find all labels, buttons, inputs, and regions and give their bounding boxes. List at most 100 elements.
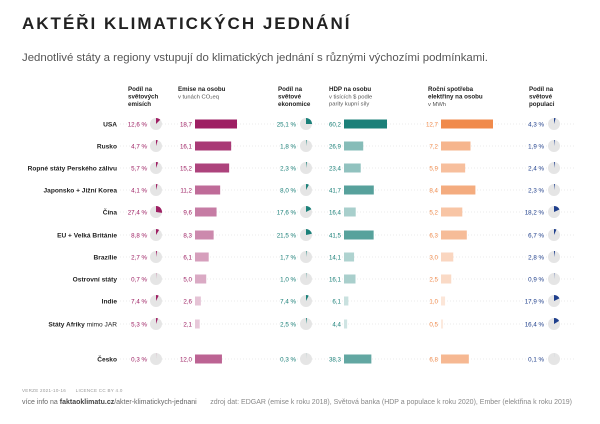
- bar-emissions_pc: [195, 207, 217, 217]
- more-info-site-link[interactable]: faktaoklimatu.cz: [59, 399, 115, 406]
- pie-slice-economy_share: [306, 118, 313, 125]
- value-label-economy_share: 1,8 %: [280, 143, 296, 150]
- row-label-name: Rusko: [97, 144, 117, 151]
- bar-gdp_pc: [344, 119, 387, 129]
- value-label-emissions_pc: 2,6: [183, 298, 192, 305]
- bar-electricity_pc: [441, 230, 467, 240]
- row-label-name: Ropné státy Perského zálivu: [28, 166, 117, 173]
- pie-slice-economy_share: [306, 228, 312, 235]
- value-label-gdp_pc: 41,5: [329, 232, 342, 239]
- header-population_share-title-1: světové: [529, 94, 553, 101]
- value-label-emissions_share: 0,3 %: [131, 356, 147, 363]
- value-label-gdp_pc: 23,4: [329, 165, 342, 172]
- pie-slice-population_share: [554, 206, 560, 212]
- bar-emissions_pc: [195, 163, 230, 173]
- bar-emissions_pc: [195, 252, 209, 262]
- bar-gdp_pc: [344, 207, 356, 217]
- value-label-emissions_pc: 8,3: [183, 232, 192, 239]
- value-label-emissions_share: 7,4 %: [131, 298, 147, 305]
- header-emissions_pc-subtitle-0: v tunách CO₂eq: [178, 95, 219, 101]
- page-subtitle: Jednotlivé státy a regiony vstupují do k…: [22, 52, 488, 64]
- bar-gdp_pc: [344, 141, 364, 151]
- bar-electricity_pc: [441, 319, 444, 329]
- value-label-economy_share: 1,0 %: [280, 276, 296, 283]
- pie-slice-population_share: [554, 118, 556, 124]
- bar-gdp_pc: [344, 163, 361, 173]
- value-label-emissions_pc: 18,7: [180, 121, 193, 128]
- value-label-economy_share: 1,7 %: [280, 254, 296, 261]
- table-row: Brazílie 2,7 % 6,1 1,7 % 14,1 3,0 2,8 %: [94, 250, 576, 263]
- bar-gdp_pc: [344, 296, 349, 306]
- row-label: Čína: [103, 208, 118, 217]
- header-population_share-title-2: populaci: [529, 101, 555, 108]
- bar-emissions_pc: [195, 119, 237, 129]
- pie-slice-population_share: [554, 295, 560, 301]
- value-label-population_share: 4,3 %: [528, 121, 544, 128]
- bar-emissions_pc: [195, 296, 201, 306]
- value-label-population_share: 2,3 %: [528, 187, 544, 194]
- value-label-economy_share: 2,5 %: [280, 321, 296, 328]
- bar-electricity_pc: [441, 296, 446, 306]
- value-label-economy_share: 2,3 %: [280, 165, 296, 172]
- value-label-gdp_pc: 38,3: [329, 356, 342, 363]
- bar-emissions_pc: [195, 319, 200, 329]
- value-label-population_share: 1,9 %: [528, 143, 544, 150]
- row-label-name: Čína: [103, 208, 118, 217]
- pie-slice-population_share: [554, 250, 556, 257]
- bar-electricity_pc: [441, 354, 469, 364]
- bar-emissions_pc: [195, 230, 214, 240]
- bar-electricity_pc: [441, 141, 471, 151]
- row-label: Ostrovní státy: [73, 277, 118, 284]
- value-label-population_share: 16,4 %: [525, 321, 545, 328]
- value-label-population_share: 18,2 %: [525, 209, 545, 216]
- pie-slice-economy_share: [306, 161, 307, 168]
- value-label-emissions_pc: 6,1: [183, 254, 192, 261]
- bar-gdp_pc: [344, 354, 372, 364]
- bar-emissions_pc: [195, 141, 232, 151]
- row-label: EU + Velká Británie: [57, 233, 117, 240]
- bar-gdp_pc: [344, 252, 355, 262]
- bar-emissions_pc: [195, 185, 221, 195]
- pie-slice-emissions_share: [156, 295, 159, 301]
- license-label: LICENCE CC BY 4.0: [75, 388, 123, 393]
- pie-slice-economy_share: [306, 295, 309, 301]
- more-info-path[interactable]: /akter-klimatickych-jednani: [114, 399, 197, 406]
- value-label-electricity_pc: 0,5: [429, 321, 438, 328]
- row-label: Státy Afriky mimo JAR: [48, 322, 117, 329]
- header-emissions_share-title-1: světových: [128, 94, 158, 101]
- header-electricity_pc-subtitle-0: v MWh: [428, 102, 446, 108]
- pie-slice-emissions_share: [156, 184, 158, 190]
- header-emissions_share-title-2: emisích: [128, 101, 151, 108]
- pie-slice-emissions_share: [156, 228, 160, 235]
- row-label-name: Japonsko + Jižní Korea: [44, 188, 118, 195]
- pie-slice-economy_share: [306, 140, 307, 146]
- value-label-electricity_pc: 5,2: [429, 209, 438, 216]
- value-label-population_share: 0,9 %: [528, 276, 544, 283]
- pie-slice-emissions_share: [156, 118, 161, 124]
- table-row: Rusko 4,7 % 16,1 1,8 % 26,9 7,2 1,9 %: [97, 139, 576, 152]
- table-row: Státy Afriky mimo JAR 5,3 % 2,1 2,5 % 4,4 0,5…: [48, 317, 576, 330]
- value-label-population_share: 6,7 %: [528, 232, 544, 239]
- value-label-emissions_pc: 2,1: [183, 321, 192, 328]
- row-label: Ropné státy Perského zálivu: [28, 166, 117, 173]
- value-label-electricity_pc: 5,9: [429, 165, 438, 172]
- header-gdp_pc-subtitle-0: v tisících $ podle: [329, 95, 372, 101]
- table-row: Ropné státy Perského zálivu 5,7 % 15,2 2,3 …: [28, 161, 576, 174]
- value-label-population_share: 2,8 %: [528, 254, 544, 261]
- header-economy_share-title-0: Podíl na: [278, 86, 303, 93]
- value-label-electricity_pc: 6,3: [429, 232, 438, 239]
- value-label-emissions_pc: 9,6: [183, 209, 192, 216]
- header-electricity_pc-title-0: Roční spotřeba: [428, 86, 474, 93]
- bar-gdp_pc: [344, 230, 374, 240]
- version-label: VERZE 2021-10-16: [22, 388, 67, 393]
- value-label-population_share: 2,4 %: [528, 165, 544, 172]
- pie-slice-population_share: [554, 228, 557, 235]
- row-label: Česko: [97, 355, 117, 364]
- pie-slice-population_share: [554, 139, 555, 146]
- value-label-population_share: 0,1 %: [528, 356, 544, 363]
- table-row: Čína 27,4 % 9,6 17,6 % 16,4 5,2 18,2 %: [103, 206, 576, 218]
- value-label-economy_share: 8,0 %: [280, 187, 296, 194]
- value-label-emissions_pc: 16,1: [180, 143, 193, 150]
- value-label-gdp_pc: 16,4: [329, 209, 342, 216]
